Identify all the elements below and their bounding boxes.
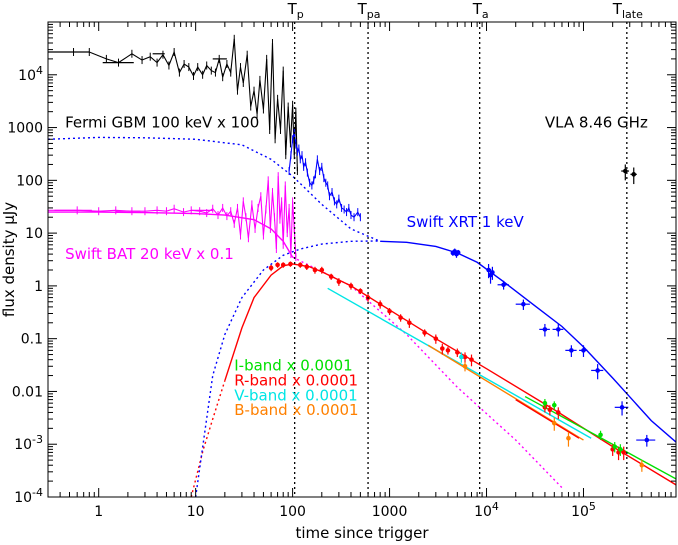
annotations-layer: Fermi GBM 100 keV x 100 VLA 8.46 GHz Swift…: [65, 114, 648, 419]
time-marker-label-tp: Tp: [287, 0, 304, 21]
series-i-band-x-0-0001-point: [618, 447, 623, 452]
series-b-band-x-0-0001-point: [462, 363, 468, 369]
x-tick-label-105: 105: [571, 500, 596, 520]
time-marker-label-ta: Ta: [472, 0, 489, 21]
series-r-band-x-0-0001-point: [398, 315, 403, 320]
y-axis-label: flux density μJy: [0, 202, 18, 317]
series-r-band-x-0-0001-point: [455, 350, 460, 355]
series-b-band-x-0-0001-point: [566, 435, 571, 441]
y-tick-label-104: 104: [18, 64, 43, 84]
series-r-band-x-0-0001-point: [462, 354, 468, 360]
x-tick-label-1: 1: [94, 504, 103, 520]
series-xrt-late-point: [595, 368, 600, 373]
series-r-band-x-0-0001-point: [556, 410, 561, 415]
series-b-band-x-0-0001-point: [551, 420, 557, 426]
series-r-band-x-0-0001-point: [387, 309, 392, 314]
series-xrt-late-point: [556, 327, 561, 332]
series-r-band-x-0-0001-point: [304, 264, 310, 270]
series-r-band-x-0-0001-point: [280, 262, 286, 268]
annotation-swift-xrt-1-kev: Swift XRT 1 keV: [407, 213, 525, 231]
curves-layer: [48, 38, 676, 497]
series-xrt-late-point: [569, 348, 574, 353]
series-r-band-x-0-0001-point: [407, 320, 412, 326]
annotation-fermi-gbm-100-kev-x-100: Fermi GBM 100 keV x 100: [65, 114, 259, 132]
series-swift-xrt-1-kev-line: [288, 132, 361, 218]
series-i-band-x-0-0001-point: [598, 432, 603, 438]
series-r-band-x-0-0001-point: [469, 357, 474, 362]
series-i-band-x-0-0001-point: [542, 400, 548, 406]
series-r-band-x-0-0001-point: [621, 450, 627, 455]
series-xrt-model-dotted-curve: [194, 240, 381, 497]
series-r-fit-curve: [515, 399, 580, 439]
series-fermi-gbm-100-kev-x-100-line: [48, 38, 298, 172]
series-xrt-late-point: [486, 267, 491, 273]
series-xrt-late-point: [501, 282, 506, 288]
x-tick-label-10: 10: [187, 504, 205, 520]
x-axis-label: time since trigger: [295, 524, 429, 542]
series-xrt-late-point: [490, 270, 495, 275]
series-i-band-x-0-0001-point: [612, 444, 618, 449]
y-tick-label-1: 1: [34, 279, 43, 295]
series-v-model-curve: [327, 287, 592, 439]
series-xrt-model-curve: [380, 240, 676, 443]
y-tick-label-100: 100: [16, 173, 43, 189]
y-tick-label-0-1: 0.1: [21, 332, 43, 348]
series-r-band-x-0-0001-point: [422, 330, 427, 335]
series-r-band-x-0-0001-point: [268, 265, 274, 271]
annotation-r-band-x-0-0001: R-band x 0.0001: [234, 371, 358, 389]
series-r-band-x-0-0001-point: [297, 262, 303, 268]
series-xrt-late-point: [581, 348, 586, 353]
series-swift-bat-20-kev-x-0-1-line: [48, 176, 297, 258]
series-r-band-x-0-0001-point: [445, 348, 451, 353]
annotation-b-band-x-0-0001: B-band x 0.0001: [234, 401, 358, 419]
series-b-band-x-0-0001-point: [639, 462, 645, 468]
series-r-band-x-0-0001-point: [348, 283, 354, 289]
annotation-i-band-x-0-0001: I-band x 0.0001: [234, 356, 352, 374]
y-tick-label-1000: 1000: [7, 121, 43, 137]
annotation-v-band-x-0-0001: V-band x 0.0001: [234, 386, 357, 404]
series-r-band-x-0-0001-point: [377, 301, 383, 307]
x-tick-label-100: 100: [279, 504, 306, 520]
annotation-vla-8-46-ghz: VLA 8.46 GHz: [545, 114, 648, 132]
series-r-band-x-0-0001-point: [312, 267, 318, 273]
series-i-band-x-0-0001-point: [551, 402, 557, 408]
series-xrt-late-point: [455, 250, 461, 255]
series-xrt-late-point: [542, 327, 548, 332]
points-layer: [48, 34, 656, 472]
series-r-band-x-0-0001-point: [336, 279, 342, 285]
plot-frame: [47, 21, 677, 498]
series-xrt-late-point: [521, 301, 526, 307]
x-tick-label-104: 104: [474, 500, 499, 520]
series-prompt-model-dotted-curve: [48, 136, 381, 242]
series-xrt-late-point: [619, 405, 625, 410]
series-vla-8-46-ghz-point: [631, 172, 637, 177]
y-tick-label-10-4: 10-4: [14, 486, 43, 506]
x-tick-label-1000: 1000: [372, 504, 408, 520]
series-v-band-x-0-0001-point: [459, 354, 464, 360]
series-b-model-curve: [427, 344, 584, 441]
series-r-model-early-curve: [190, 380, 226, 497]
y-tick-label-10-3: 10-3: [14, 433, 43, 453]
y-tick-label-0-01: 0.01: [12, 384, 43, 400]
y-tick-label-10: 10: [25, 226, 43, 242]
time-marker-label-tlate: Tlate: [612, 0, 643, 21]
series-r-band-x-0-0001-point: [547, 407, 553, 413]
series-r-band-x-0-0001-point: [433, 336, 439, 341]
series-r-band-x-0-0001-point: [358, 288, 363, 294]
time-markers-layer: Tp Tpa Ta Tlate: [287, 0, 643, 497]
series-bat-model-extension-curve: [292, 256, 563, 489]
series-xrt-late-point: [644, 437, 650, 443]
time-marker-label-tpa: Tpa: [357, 0, 381, 21]
series-r-band-x-0-0001-point: [288, 261, 293, 267]
annotation-swift-bat-20-kev-x-0-1: Swift BAT 20 keV x 0.1: [65, 245, 234, 263]
series-r-band-x-0-0001-point: [275, 262, 280, 268]
series-r-band-x-0-0001-point: [440, 346, 445, 351]
series-bat-model-curve: [48, 211, 294, 258]
series-r-band-x-0-0001-point: [319, 267, 325, 273]
axes-layer: 1 10 100 1000 104 105 10-4 10-3 0.01 0.1 1 10 100 100…: [7, 21, 677, 520]
series-r-band-x-0-0001-point: [328, 274, 334, 279]
